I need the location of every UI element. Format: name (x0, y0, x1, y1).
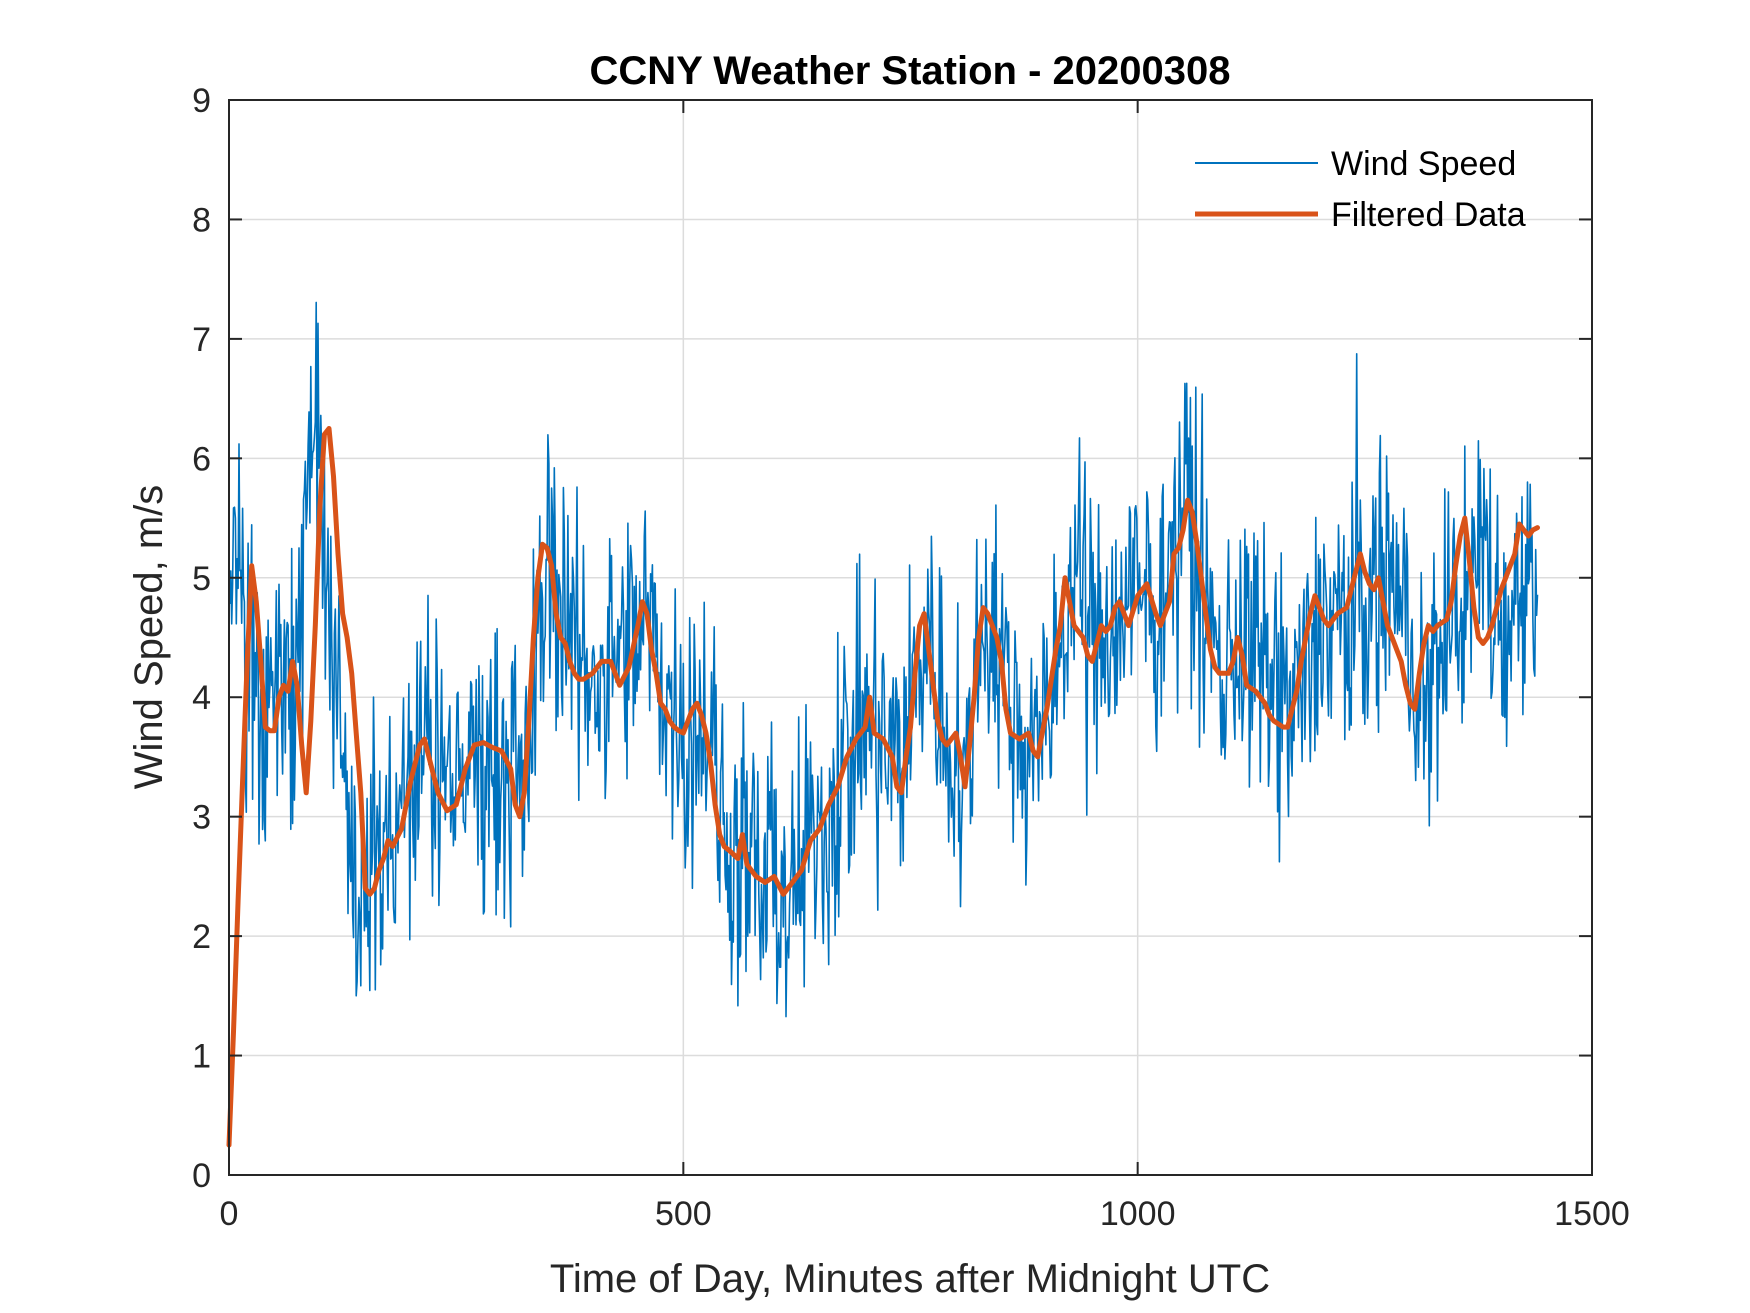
y-tick-label: 6 (192, 440, 211, 478)
y-tick-label: 7 (192, 321, 211, 359)
axis-ticks (228, 99, 1593, 1176)
series-wind-speed-line (228, 301, 1539, 1018)
y-tick-label: 9 (192, 82, 211, 120)
chart-title: CCNY Weather Station - 20200308 (590, 49, 1231, 93)
y-tick-label: 5 (192, 560, 211, 598)
y-tick-label: 8 (192, 201, 211, 239)
x-tick-label: 500 (655, 1195, 712, 1233)
series-layer (226, 301, 1540, 1148)
plot-area-frame (228, 99, 1593, 1176)
series-filtered-data-line (226, 426, 1540, 1148)
y-tick-label: 4 (192, 679, 211, 717)
y-tick-label: 2 (192, 918, 211, 956)
y-axis-label: Wind Speed, m/s (127, 485, 171, 790)
legend: Wind Speed Filtered Data (1195, 145, 1526, 234)
y-tick-label: 1 (192, 1038, 211, 1076)
x-tick-label: 1500 (1554, 1195, 1630, 1233)
legend-label-wind-speed: Wind Speed (1331, 145, 1516, 183)
y-tick-label: 0 (192, 1157, 211, 1195)
y-tick-label: 3 (192, 799, 211, 837)
legend-label-filtered-data: Filtered Data (1331, 196, 1526, 234)
x-tick-label: 0 (220, 1195, 239, 1233)
x-tick-label: 1000 (1100, 1195, 1176, 1233)
tick-labels: 0 500 1000 1500 0 1 2 3 4 5 6 7 8 9 (192, 82, 1630, 1233)
x-axis-label: Time of Day, Minutes after Midnight UTC (550, 1257, 1270, 1301)
